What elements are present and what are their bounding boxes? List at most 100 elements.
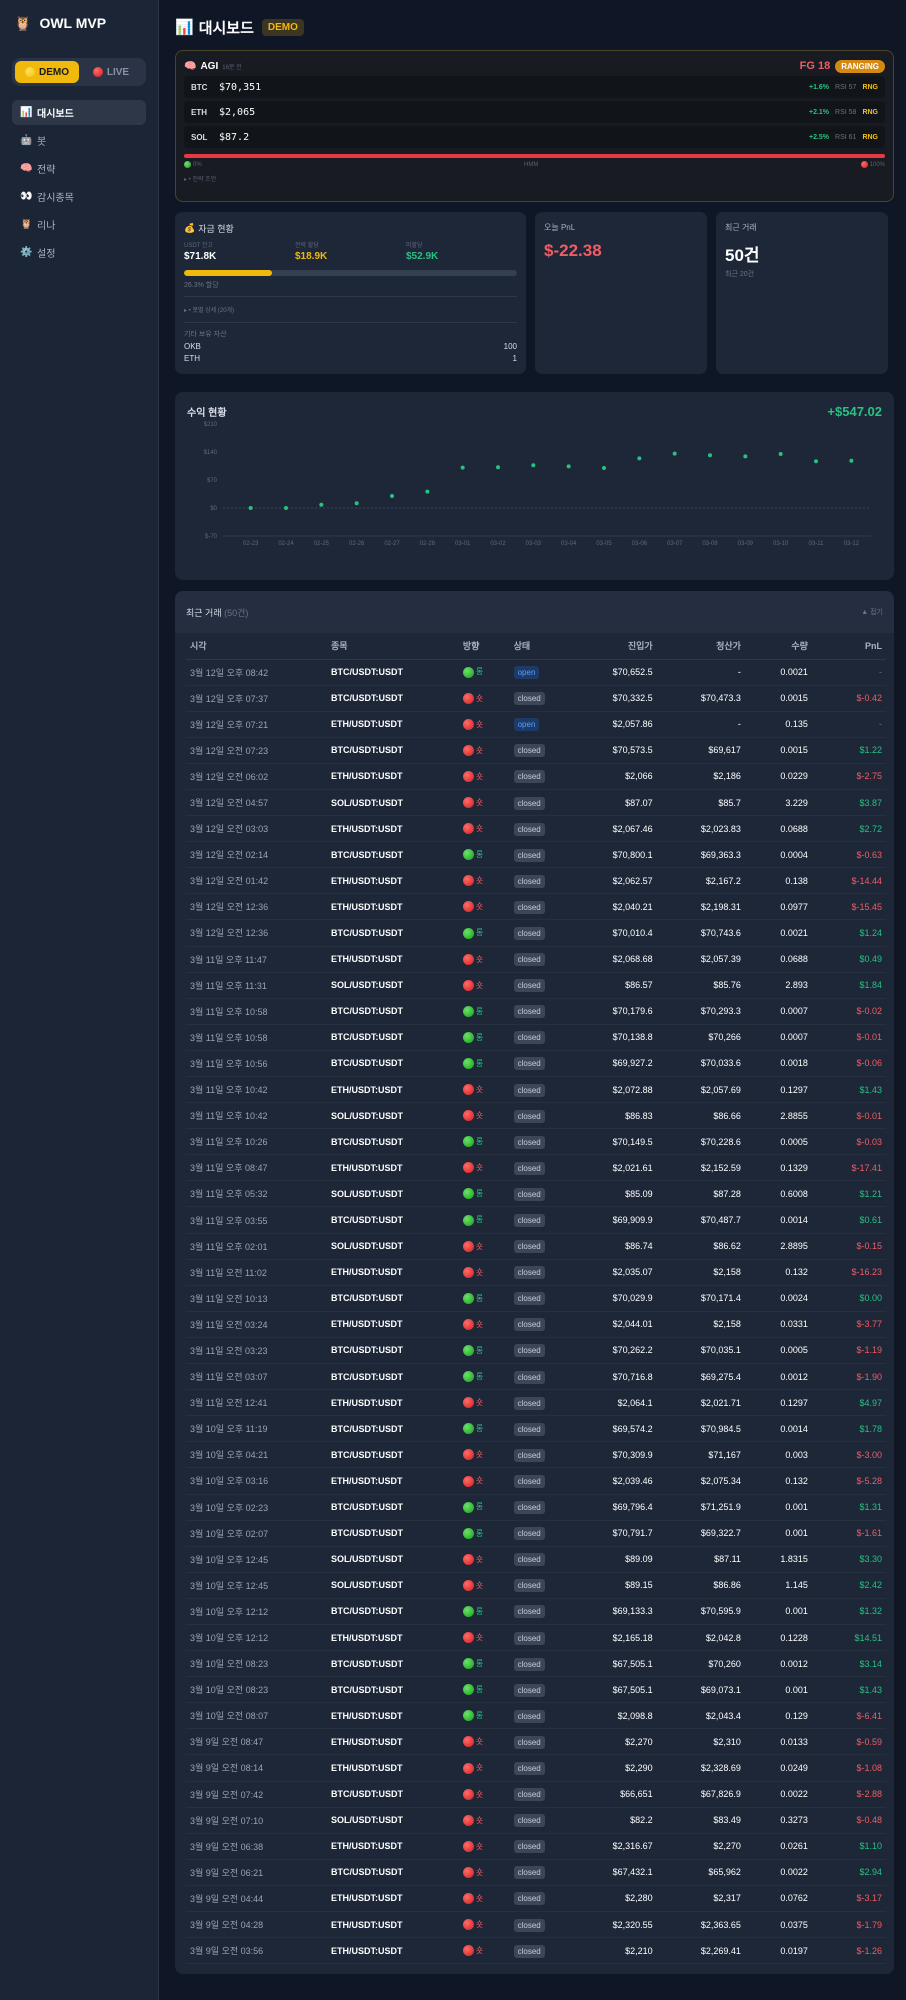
data-point[interactable]: [708, 453, 712, 458]
table-row[interactable]: 3월 12일 오후 07:21 ETH/USDT:USDT 숏 open $2,057.…: [186, 711, 886, 738]
table-row[interactable]: 3월 11일 오후 10:56 BTC/USDT:USDT 롱 closed $69,9…: [186, 1050, 886, 1078]
data-point[interactable]: [460, 465, 465, 470]
col-exit[interactable]: 청산가: [656, 633, 745, 660]
col-pnl[interactable]: PnL: [811, 633, 886, 660]
demo-mode-button[interactable]: DEMO: [15, 61, 79, 83]
table-row[interactable]: 3월 10일 오후 03:16 ETH/USDT:USDT 숏 closed $2,03…: [186, 1467, 886, 1495]
table-row[interactable]: 3월 11일 오후 10:58 BTC/USDT:USDT 롱 closed $70,1…: [186, 1024, 886, 1051]
data-point[interactable]: [637, 456, 642, 461]
table-row[interactable]: 3월 12일 오전 12:36 ETH/USDT:USDT 숏 closed $2,04…: [186, 893, 886, 921]
strategy-advice-toggle[interactable]: ▸ • 전략 조언: [184, 177, 217, 183]
trade-exit-price: $70,033.6: [656, 1050, 745, 1078]
table-row[interactable]: 3월 11일 오전 11:02 ETH/USDT:USDT 숏 closed $2,03…: [186, 1259, 886, 1286]
table-row[interactable]: 3월 10일 오후 12:12 ETH/USDT:USDT 숏 closed $2,16…: [186, 1624, 886, 1652]
table-row[interactable]: 3월 10일 오후 02:07 BTC/USDT:USDT 롱 closed $70,7…: [186, 1520, 886, 1547]
table-row[interactable]: 3월 9일 오전 08:14 ETH/USDT:USDT 숏 closed $2,290…: [186, 1754, 886, 1782]
table-row[interactable]: 3월 12일 오후 08:42 BTC/USDT:USDT 롱 open $70,652…: [186, 659, 886, 686]
col-direction[interactable]: 방향: [458, 633, 510, 660]
data-point[interactable]: [849, 458, 854, 463]
mode-badge: DEMO: [261, 18, 304, 36]
collapse-button[interactable]: ▲ 접기: [861, 609, 883, 616]
table-row[interactable]: 3월 9일 오전 08:47 ETH/USDT:USDT 숏 closed $2,270…: [186, 1728, 886, 1756]
data-point[interactable]: [354, 501, 359, 506]
sidebar-item-label: 대시보드: [37, 109, 74, 120]
table-row[interactable]: 3월 11일 오후 10:42 ETH/USDT:USDT 숏 closed $2,07…: [186, 1076, 886, 1104]
data-point[interactable]: [778, 452, 783, 456]
data-point[interactable]: [672, 451, 677, 456]
col-symbol[interactable]: 종목: [327, 633, 459, 660]
table-row[interactable]: 3월 12일 오후 07:37 BTC/USDT:USDT 숏 closed $70,3…: [186, 685, 886, 712]
col-entry[interactable]: 진입가: [570, 633, 657, 660]
trade-exit-price: $69,322.7: [656, 1520, 745, 1547]
trade-time: 3월 11일 오전 03:23: [186, 1337, 327, 1365]
table-row[interactable]: 3월 11일 오전 10:13 BTC/USDT:USDT 롱 closed $70,0…: [186, 1285, 886, 1312]
table-row[interactable]: 3월 9일 오전 07:42 BTC/USDT:USDT 숏 closed $66,65…: [186, 1781, 886, 1808]
sidebar-item-bots[interactable]: 🤖 봇: [12, 128, 146, 153]
sidebar-item-watchlist[interactable]: 👀 감시종목: [12, 184, 146, 209]
trade-status: closed: [509, 1728, 571, 1756]
table-row[interactable]: 3월 12일 오전 07:23 BTC/USDT:USDT 숏 closed $70,5…: [186, 737, 886, 764]
table-row[interactable]: 3월 10일 오후 02:23 BTC/USDT:USDT 롱 closed $69,7…: [186, 1494, 886, 1521]
table-row[interactable]: 3월 10일 오후 12:45 SOL/USDT:USDT 숏 closed $89.1…: [186, 1572, 886, 1599]
table-row[interactable]: 3월 9일 오전 04:28 ETH/USDT:USDT 숏 closed $2,320…: [186, 1911, 886, 1939]
data-point[interactable]: [566, 464, 571, 469]
table-row[interactable]: 3월 12일 오전 03:03 ETH/USDT:USDT 숏 closed $2,06…: [186, 815, 886, 843]
table-row[interactable]: 3월 12일 오전 06:02 ETH/USDT:USDT 숏 closed $2,06…: [186, 763, 886, 790]
table-row[interactable]: 3월 11일 오후 08:47 ETH/USDT:USDT 숏 closed $2,02…: [186, 1154, 886, 1182]
data-point[interactable]: [319, 502, 324, 507]
table-row[interactable]: 3월 12일 오전 04:57 SOL/USDT:USDT 숏 closed $87.0…: [186, 789, 886, 817]
table-row[interactable]: 3월 11일 오후 05:32 SOL/USDT:USDT 롱 closed $85.0…: [186, 1180, 886, 1208]
brand[interactable]: 🦉 OWL MVP: [12, 14, 146, 32]
data-point[interactable]: [496, 465, 500, 470]
table-row[interactable]: 3월 10일 오후 04:21 BTC/USDT:USDT 숏 closed $70,3…: [186, 1441, 886, 1469]
table-row[interactable]: 3월 11일 오전 12:41 ETH/USDT:USDT 숏 closed $2,06…: [186, 1389, 886, 1417]
table-row[interactable]: 3월 11일 오후 10:58 BTC/USDT:USDT 롱 closed $70,1…: [186, 998, 886, 1025]
data-point[interactable]: [814, 459, 818, 464]
col-qty[interactable]: 수량: [744, 633, 812, 660]
table-row[interactable]: 3월 11일 오후 11:31 SOL/USDT:USDT 숏 closed $86.5…: [186, 972, 886, 999]
table-row[interactable]: 3월 10일 오후 11:19 BTC/USDT:USDT 롱 closed $69,5…: [186, 1415, 886, 1443]
col-time[interactable]: 시각: [186, 633, 327, 660]
table-row[interactable]: 3월 12일 오전 12:36 BTC/USDT:USDT 롱 closed $70,0…: [186, 919, 886, 947]
table-row[interactable]: 3월 12일 오전 02:14 BTC/USDT:USDT 롱 closed $70,8…: [186, 841, 886, 869]
table-row[interactable]: 3월 9일 오전 07:10 SOL/USDT:USDT 숏 closed $82.2 $…: [186, 1807, 886, 1834]
table-row[interactable]: 3월 9일 오전 06:21 BTC/USDT:USDT 숏 closed $67,43…: [186, 1859, 886, 1886]
sidebar-item-strategy[interactable]: 🧠 전략: [12, 156, 146, 181]
table-row[interactable]: 3월 12일 오전 01:42 ETH/USDT:USDT 숏 closed $2,06…: [186, 867, 886, 895]
data-point[interactable]: [425, 489, 430, 494]
table-row[interactable]: 3월 11일 오전 03:24 ETH/USDT:USDT 숏 closed $2,04…: [186, 1311, 886, 1338]
trade-entry-price: $2,210: [570, 1937, 657, 1965]
sidebar-item-settings[interactable]: ⚙️ 설정: [12, 240, 146, 265]
table-row[interactable]: 3월 11일 오후 10:26 BTC/USDT:USDT 롱 closed $70,1…: [186, 1128, 886, 1156]
table-row[interactable]: 3월 11일 오전 03:23 BTC/USDT:USDT 롱 closed $70,2…: [186, 1337, 886, 1365]
sidebar-item-lina[interactable]: 🦉 리나: [12, 212, 146, 237]
coin-price: $2,065: [219, 106, 256, 118]
table-row[interactable]: 3월 9일 오전 06:38 ETH/USDT:USDT 숏 closed $2,316…: [186, 1833, 886, 1860]
table-row[interactable]: 3월 10일 오후 12:45 SOL/USDT:USDT 숏 closed $89.0…: [186, 1546, 886, 1573]
col-status[interactable]: 상태: [509, 633, 571, 660]
table-row[interactable]: 3월 10일 오전 08:23 BTC/USDT:USDT 롱 closed $67,5…: [186, 1676, 886, 1704]
data-point[interactable]: [284, 506, 288, 510]
table-row[interactable]: 3월 11일 오전 03:07 BTC/USDT:USDT 롱 closed $70,7…: [186, 1363, 886, 1391]
trade-entry-price: $2,064.1: [570, 1389, 657, 1417]
data-point[interactable]: [531, 463, 536, 468]
table-row[interactable]: 3월 9일 오전 03:56 ETH/USDT:USDT 숏 closed $2,210…: [186, 1937, 886, 1965]
trade-entry-price: $2,316.67: [570, 1833, 657, 1860]
table-row[interactable]: 3월 10일 오전 08:23 BTC/USDT:USDT 롱 closed $67,5…: [186, 1650, 886, 1678]
data-point[interactable]: [602, 466, 606, 470]
direction-label: 롱: [475, 1528, 484, 1538]
table-row[interactable]: 3월 10일 오전 08:07 ETH/USDT:USDT 롱 closed $2,09…: [186, 1702, 886, 1730]
data-point[interactable]: [248, 506, 253, 510]
data-point[interactable]: [390, 494, 394, 498]
live-mode-button[interactable]: LIVE: [79, 61, 143, 83]
sidebar-item-dashboard[interactable]: 📊 대시보드: [12, 100, 146, 125]
trade-pnl: $1.32: [811, 1598, 886, 1625]
table-row[interactable]: 3월 11일 오후 03:55 BTC/USDT:USDT 롱 closed $69,9…: [186, 1206, 886, 1234]
table-row[interactable]: 3월 11일 오후 02:01 SOL/USDT:USDT 숏 closed $86.7…: [186, 1233, 886, 1260]
table-row[interactable]: 3월 9일 오전 04:44 ETH/USDT:USDT 숏 closed $2,280…: [186, 1885, 886, 1913]
table-row[interactable]: 3월 11일 오후 11:47 ETH/USDT:USDT 숏 closed $2,06…: [186, 946, 886, 973]
table-row[interactable]: 3월 11일 오후 10:42 SOL/USDT:USDT 숏 closed $86.8…: [186, 1102, 886, 1130]
bot-detail-toggle[interactable]: ▸ • 봇별 상세 (20개): [184, 308, 235, 314]
table-row[interactable]: 3월 10일 오후 12:12 BTC/USDT:USDT 롱 closed $69,1…: [186, 1598, 886, 1625]
data-point[interactable]: [743, 454, 748, 459]
